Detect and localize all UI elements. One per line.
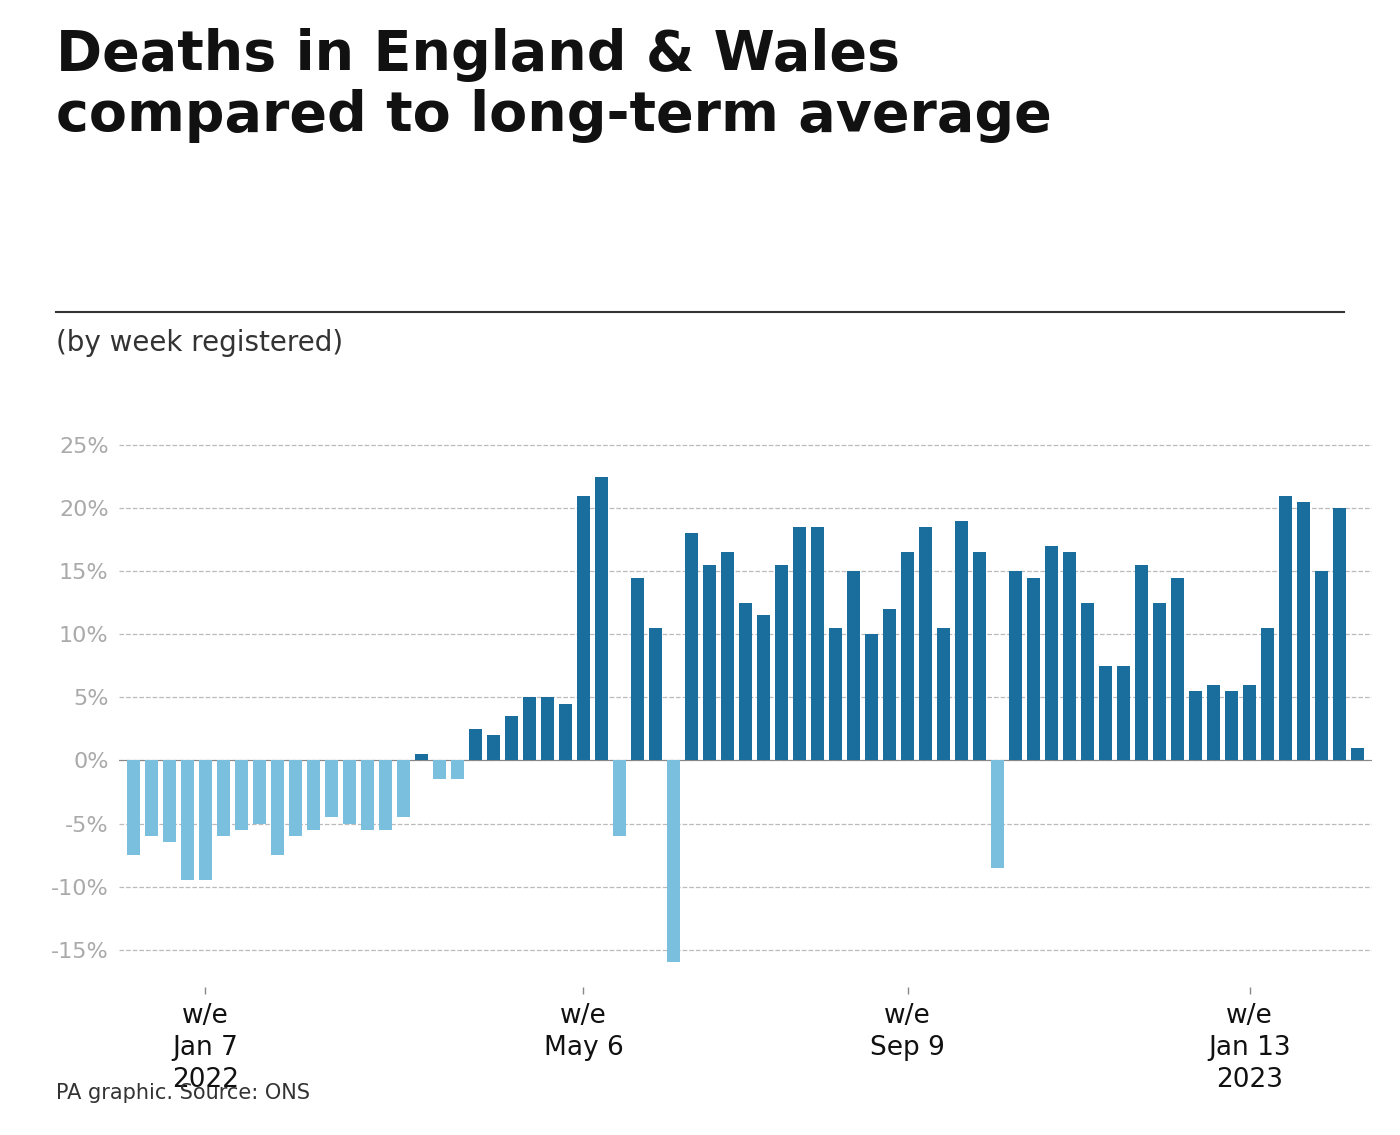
Bar <box>1044 546 1058 760</box>
Bar <box>217 760 230 836</box>
Bar <box>865 634 878 760</box>
Text: PA graphic. Source: ONS: PA graphic. Source: ONS <box>56 1083 309 1103</box>
Bar <box>181 760 195 881</box>
Bar <box>955 521 969 760</box>
Bar <box>361 760 374 830</box>
Bar <box>685 533 699 760</box>
Bar <box>774 565 788 760</box>
Bar <box>1333 508 1347 760</box>
Bar <box>1170 578 1184 760</box>
Bar <box>991 760 1004 867</box>
Bar <box>1026 578 1040 760</box>
Bar <box>666 760 680 962</box>
Bar <box>1009 571 1022 760</box>
Bar <box>414 754 428 760</box>
Bar <box>1243 684 1256 760</box>
Bar <box>613 760 626 836</box>
Bar <box>396 760 410 817</box>
Bar <box>451 760 465 780</box>
Bar <box>1296 502 1310 760</box>
Bar <box>1117 666 1130 760</box>
Bar <box>1189 691 1203 760</box>
Bar <box>144 760 158 836</box>
Bar <box>540 697 554 760</box>
Bar <box>739 603 752 760</box>
Bar <box>469 729 482 760</box>
Bar <box>433 760 447 780</box>
Bar <box>378 760 392 830</box>
Bar <box>577 496 591 760</box>
Bar <box>1225 691 1239 760</box>
Bar <box>252 760 266 824</box>
Bar <box>1351 748 1365 760</box>
Bar <box>343 760 356 824</box>
Bar <box>703 565 717 760</box>
Bar <box>631 578 644 760</box>
Bar <box>1063 553 1077 760</box>
Bar <box>126 760 140 855</box>
Bar <box>235 760 248 830</box>
Bar <box>307 760 321 830</box>
Bar <box>559 704 573 760</box>
Bar <box>1099 666 1113 760</box>
Bar <box>1315 571 1329 760</box>
Bar <box>1207 684 1221 760</box>
Bar <box>162 760 176 842</box>
Bar <box>883 609 896 760</box>
Bar <box>973 553 986 760</box>
Bar <box>288 760 302 836</box>
Text: Deaths in England & Wales
compared to long-term average: Deaths in England & Wales compared to lo… <box>56 28 1051 143</box>
Bar <box>595 477 608 760</box>
Bar <box>199 760 213 881</box>
Bar <box>721 553 734 760</box>
Bar <box>829 628 843 760</box>
Bar <box>918 527 932 760</box>
Bar <box>792 527 806 760</box>
Bar <box>757 615 770 760</box>
Bar <box>1152 603 1166 760</box>
Bar <box>505 716 518 760</box>
Bar <box>325 760 339 817</box>
Bar <box>270 760 284 855</box>
Bar <box>648 628 662 760</box>
Bar <box>487 735 500 760</box>
Bar <box>522 697 536 760</box>
Bar <box>1278 496 1292 760</box>
Text: (by week registered): (by week registered) <box>56 329 343 358</box>
Bar <box>1081 603 1095 760</box>
Bar <box>847 571 860 760</box>
Bar <box>937 628 951 760</box>
Bar <box>900 553 914 760</box>
Bar <box>811 527 825 760</box>
Bar <box>1261 628 1274 760</box>
Bar <box>1135 565 1148 760</box>
